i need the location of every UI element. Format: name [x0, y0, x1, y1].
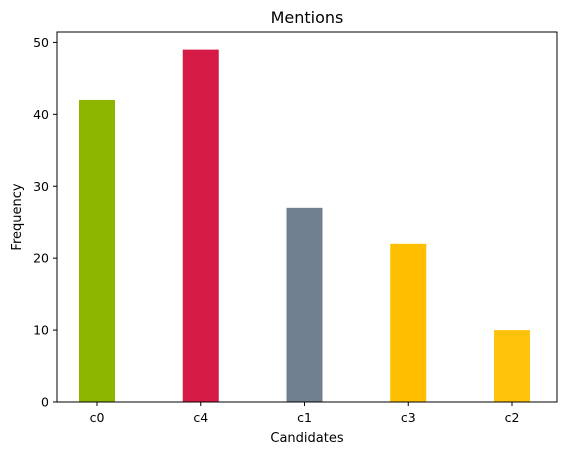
y-axis: 0 10 20 30 40 50 [33, 35, 57, 410]
bar-c0 [79, 99, 115, 403]
bar-c3 [390, 243, 427, 402]
x-axis: c0 c4 c1 c3 c2 [90, 402, 520, 425]
y-tick-label-40: 40 [33, 107, 49, 122]
y-tick-label-10: 10 [33, 323, 49, 338]
x-tick-label-c4: c4 [193, 410, 208, 425]
x-tick-label-c2: c2 [505, 410, 520, 425]
y-tick-label-30: 30 [33, 179, 49, 194]
y-axis-label: Frequency [10, 183, 25, 250]
bar-c4 [182, 49, 219, 402]
plot-frame [56, 31, 558, 403]
bars-group [79, 49, 530, 403]
x-tick-label-c0: c0 [90, 410, 105, 425]
y-tick-label-50: 50 [33, 35, 49, 50]
x-axis-label: Candidates [270, 431, 343, 446]
bar-c1 [286, 207, 323, 402]
x-tick-label-c1: c1 [297, 410, 312, 425]
x-tick-label-c3: c3 [401, 410, 416, 425]
chart-title: Mentions [271, 8, 344, 27]
y-tick-label-0: 0 [41, 395, 49, 410]
bar-c2 [494, 330, 530, 402]
y-tick-label-20: 20 [33, 251, 49, 266]
